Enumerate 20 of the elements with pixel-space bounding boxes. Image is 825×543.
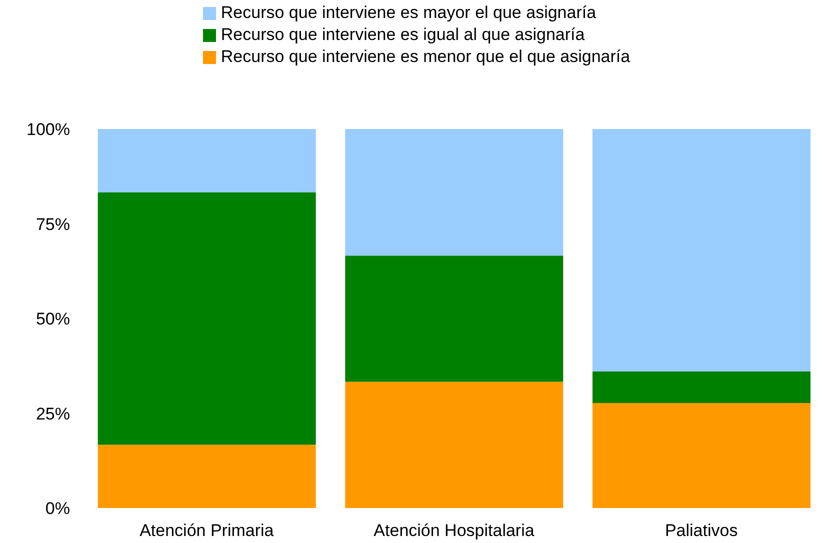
- bar: [592, 372, 811, 404]
- bar: [98, 192, 316, 445]
- bar: [592, 403, 811, 508]
- x-tick-label: Atención Hospitalaria: [374, 521, 535, 540]
- legend-label: Recurso que interviene es menor que el que asignaría: [220, 46, 630, 68]
- bar: [592, 129, 811, 372]
- y-tick-label: 0%: [45, 499, 70, 518]
- bar: [98, 129, 316, 192]
- bar: [345, 256, 564, 382]
- legend-label: Recurso que interviene es mayor el que asignaría: [220, 2, 598, 24]
- y-tick-label: 25%: [36, 404, 70, 424]
- legend-label: Recurso que interviene es igual al que asignaría: [220, 24, 586, 46]
- bar: [98, 444, 316, 508]
- y-tick-label: 75%: [36, 214, 70, 234]
- bar: [345, 382, 564, 508]
- y-tick-label: 50%: [36, 310, 70, 329]
- x-tick-label: Paliativos: [664, 521, 738, 540]
- x-tick-label: Atención Primaria: [140, 521, 274, 540]
- y-tick-label: 100%: [26, 120, 70, 140]
- bar: [345, 129, 564, 256]
